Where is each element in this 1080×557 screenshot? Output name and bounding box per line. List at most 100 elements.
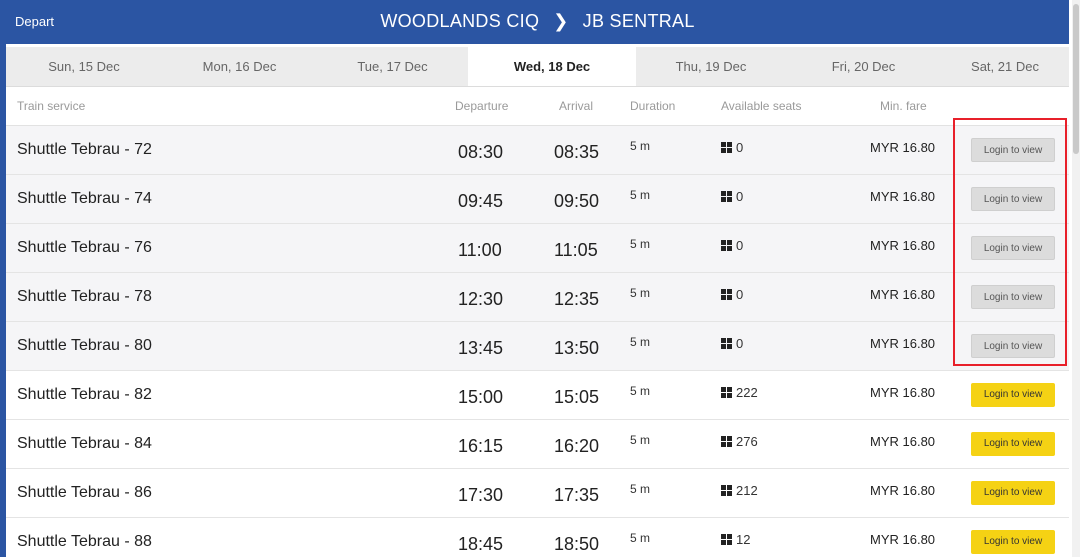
login-to-view-button[interactable]: Login to view [971, 432, 1055, 456]
available-seats: 0 [721, 287, 743, 302]
login-to-view-button[interactable]: Login to view [971, 236, 1055, 260]
scrollbar-thumb[interactable] [1073, 4, 1079, 154]
train-service-name: Shuttle Tebrau - 88 [17, 533, 152, 550]
column-headers: Train service Departure Arrival Duration… [6, 86, 1069, 126]
route-title: WOODLANDS CIQ ❯ JB SENTRAL [6, 11, 1069, 32]
login-to-view-button[interactable]: Login to view [971, 285, 1055, 309]
tab-date[interactable]: Sun, 15 Dec [48, 59, 120, 74]
train-service-name: Shuttle Tebrau - 74 [17, 190, 152, 207]
seat-count: 0 [736, 238, 744, 253]
available-seats: 0 [721, 189, 743, 204]
seat-grid-icon [721, 289, 732, 300]
login-to-view-button[interactable]: Login to view [971, 187, 1055, 211]
departure-time: 09:45 [458, 191, 504, 211]
duration: 5 m [630, 482, 651, 496]
available-seats: 0 [721, 238, 743, 253]
train-service-name: Shuttle Tebrau - 72 [17, 141, 152, 158]
available-seats: 12 [721, 532, 750, 547]
table-row: Shuttle Tebrau - 74 09:45 09:50 5 m 0 MYR 16.… [6, 175, 1069, 224]
arrival-time: 15:05 [554, 387, 600, 407]
available-seats: 212 [721, 483, 758, 498]
train-service-name: Shuttle Tebrau - 84 [17, 435, 152, 452]
destination-station: JB SENTRAL [582, 11, 695, 31]
login-to-view-button[interactable]: Login to view [971, 138, 1055, 162]
arrival-time: 11:05 [554, 240, 598, 260]
login-to-view-button[interactable]: Login to view [971, 530, 1055, 554]
duration: 5 m [630, 433, 651, 447]
chevron-right-icon: ❯ [553, 11, 569, 31]
departure-time: 08:30 [458, 142, 504, 162]
seat-grid-icon [721, 338, 732, 349]
min-fare: MYR 16.80 [870, 140, 936, 155]
login-to-view-button[interactable]: Login to view [971, 383, 1055, 407]
seat-grid-icon [721, 142, 732, 153]
departure-time: 18:45 [458, 534, 504, 554]
table-row: Shuttle Tebrau - 84 16:15 16:20 5 m 276 MYR 1… [6, 420, 1069, 469]
min-fare: MYR 16.80 [870, 385, 936, 400]
seat-grid-icon [721, 436, 732, 447]
arrival-time: 08:35 [554, 142, 600, 162]
seat-count: 212 [736, 483, 758, 498]
available-seats: 276 [721, 434, 758, 449]
tab-date[interactable]: Mon, 16 Dec [202, 59, 277, 74]
departure-time: 15:00 [458, 387, 504, 407]
departure-time: 11:00 [458, 240, 502, 260]
login-to-view-button[interactable]: Login to view [971, 481, 1055, 505]
scrollbar-track[interactable] [1072, 0, 1080, 557]
tab-date[interactable]: Tue, 17 Dec [357, 59, 428, 74]
train-service-name: Shuttle Tebrau - 78 [17, 288, 152, 305]
seat-grid-icon [721, 240, 732, 251]
origin-station: WOODLANDS CIQ [380, 11, 540, 31]
col-train-service: Train service [17, 99, 86, 113]
arrival-time: 12:35 [554, 289, 600, 309]
seat-count: 12 [736, 532, 751, 547]
seat-count: 0 [736, 140, 744, 155]
available-seats: 222 [721, 385, 758, 400]
seat-count: 222 [736, 385, 758, 400]
table-row: Shuttle Tebrau - 76 11:00 11:05 5 m 0 MYR 16.… [6, 224, 1069, 273]
col-available-seats: Available seats [721, 99, 802, 113]
min-fare: MYR 16.80 [870, 287, 936, 302]
tab-date[interactable]: Sat, 21 Dec [971, 59, 1039, 74]
arrival-time: 16:20 [554, 436, 600, 456]
duration: 5 m [630, 139, 651, 153]
col-min-fare: Min. fare [880, 99, 927, 113]
arrival-time: 09:50 [554, 191, 600, 211]
min-fare: MYR 16.80 [870, 238, 936, 253]
available-seats: 0 [721, 336, 743, 351]
table-row: Shuttle Tebrau - 80 13:45 13:50 5 m 0 MYR 16.… [6, 322, 1069, 371]
table-row: Shuttle Tebrau - 86 17:30 17:35 5 m 212 MYR 1… [6, 469, 1069, 518]
available-seats: 0 [721, 140, 743, 155]
duration: 5 m [630, 531, 651, 545]
route-header: Depart WOODLANDS CIQ ❯ JB SENTRAL [6, 0, 1069, 44]
min-fare: MYR 16.80 [870, 483, 936, 498]
seat-count: 276 [736, 434, 758, 449]
seat-count: 0 [736, 287, 744, 302]
tab-date[interactable]: Thu, 19 Dec [675, 59, 747, 74]
departure-time: 17:30 [458, 485, 504, 505]
table-row: Shuttle Tebrau - 78 12:30 12:35 5 m 0 MYR 16.… [6, 273, 1069, 322]
table-row: Shuttle Tebrau - 72 08:30 08:35 5 m 0 MYR 16.… [6, 126, 1069, 175]
departure-time: 16:15 [458, 436, 504, 456]
train-service-name: Shuttle Tebrau - 76 [17, 239, 152, 256]
tab-date[interactable]: Fri, 20 Dec [831, 59, 896, 74]
seat-count: 0 [736, 336, 744, 351]
col-arrival: Arrival [559, 99, 594, 113]
duration: 5 m [630, 335, 651, 349]
min-fare: MYR 16.80 [870, 189, 936, 204]
duration: 5 m [630, 237, 651, 251]
seat-count: 0 [736, 189, 744, 204]
login-to-view-button[interactable]: Login to view [971, 334, 1055, 358]
tab-date[interactable]: Wed, 18 Dec [468, 47, 636, 86]
train-service-name: Shuttle Tebrau - 86 [17, 484, 152, 501]
seat-grid-icon [721, 387, 732, 398]
train-service-name: Shuttle Tebrau - 82 [17, 386, 152, 403]
departure-time: 12:30 [458, 289, 504, 309]
table-row: Shuttle Tebrau - 88 18:45 18:50 5 m 12 MYR 16… [6, 518, 1069, 557]
seat-grid-icon [721, 534, 732, 545]
col-duration: Duration [630, 99, 676, 113]
depart-label: Depart [15, 14, 55, 29]
min-fare: MYR 16.80 [870, 532, 936, 547]
departure-time: 13:45 [458, 338, 504, 358]
